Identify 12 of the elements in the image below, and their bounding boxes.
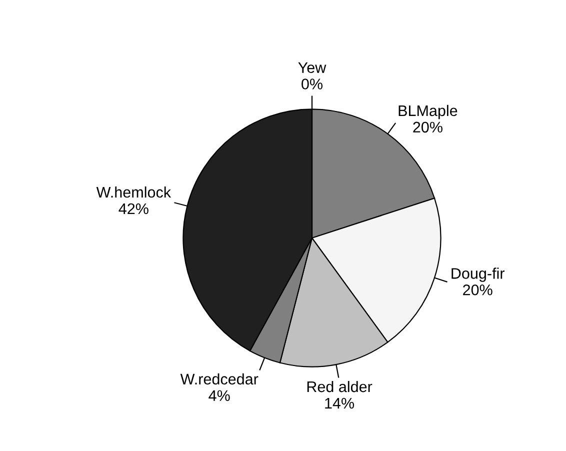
slice-label: BLMaple [398,104,458,120]
slice-label: W.hemlock [96,186,172,198]
slice-label: Doug-fir [452,268,505,282]
slice-label: W.redcedar [180,373,258,385]
data-label: 4% [208,390,230,401]
slice-label: Red alder [307,380,372,392]
data-label: 42% [118,203,148,214]
data-label: 20% [463,284,492,296]
data-label: 14% [325,398,354,409]
text: 0% [302,78,322,90]
data-label: 20% [413,122,442,133]
category-label: Yew [298,62,326,73]
